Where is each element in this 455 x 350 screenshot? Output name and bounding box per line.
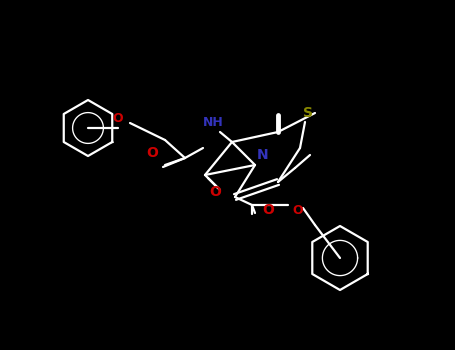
Text: O: O [146,146,158,160]
Text: N: N [257,148,269,162]
Text: O: O [209,185,221,199]
Text: NH: NH [202,116,223,128]
Text: S: S [303,106,313,120]
Text: O: O [262,203,274,217]
Text: O: O [113,112,123,125]
Text: O: O [293,203,303,217]
